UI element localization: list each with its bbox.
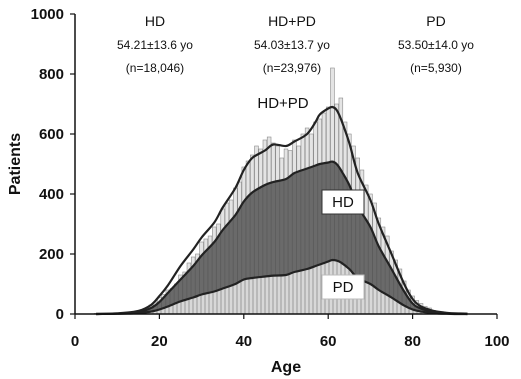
- area-fills: [96, 161, 468, 315]
- annotation-hd: HD 54.21±13.6 yo (n=18,046): [117, 13, 193, 75]
- series-line-hd: [96, 160, 468, 316]
- annotation-hd-label: HD: [145, 13, 165, 29]
- annotation-pd-stat: 53.50±14.0 yo: [398, 38, 474, 52]
- x-tick-label: 40: [235, 333, 252, 350]
- x-axis-title: Age: [271, 359, 301, 376]
- y-tick-label: 400: [39, 186, 64, 203]
- y-tick-label: 200: [39, 246, 64, 263]
- annotation-hd-stat: 54.21±13.6 yo: [117, 38, 193, 52]
- curve-label-pd: PD: [333, 279, 354, 296]
- hd-area-fill: [96, 161, 468, 314]
- series-line-pd: [96, 258, 468, 316]
- x-ticks: 0 20 40 60 80 100: [71, 314, 510, 350]
- x-tick-label: 60: [320, 333, 337, 350]
- y-tick-label: 1000: [31, 6, 64, 23]
- pd-area-fill: [96, 259, 468, 315]
- annotation-hd-pd-n: (n=23,976): [263, 61, 321, 75]
- y-tick-label: 0: [56, 306, 64, 323]
- annotation-hd-pd-label: HD+PD: [268, 13, 316, 29]
- curve-label-hd: HD: [332, 194, 354, 211]
- curve-label-pd-box: [321, 274, 365, 300]
- y-axis-title: Patients: [7, 133, 24, 195]
- annotation-hd-pd-stat: 54.03±13.7 yo: [254, 38, 330, 52]
- x-tick-label: 0: [71, 333, 79, 350]
- annotation-hd-n: (n=18,046): [126, 61, 184, 75]
- annotation-hd-pd: HD+PD 54.03±13.7 yo (n=23,976): [254, 13, 330, 75]
- x-tick-label: 80: [404, 333, 421, 350]
- series-curves: [96, 105, 468, 316]
- y-tick-label: 800: [39, 66, 64, 83]
- annotation-pd: PD 53.50±14.0 yo (n=5,930): [398, 13, 474, 75]
- y-tick-label: 600: [39, 126, 64, 143]
- curve-label-hd-pd: HD+PD: [257, 95, 308, 112]
- series-line-hd-pd: [96, 105, 468, 316]
- axes: [74, 14, 497, 315]
- annotation-pd-n: (n=5,930): [410, 61, 462, 75]
- x-tick-label: 100: [484, 333, 509, 350]
- x-tick-label: 20: [151, 333, 168, 350]
- y-ticks: 0 200 400 600 800 1000: [31, 6, 75, 323]
- curve-label-hd-box: [321, 189, 365, 215]
- annotation-pd-label: PD: [426, 13, 445, 29]
